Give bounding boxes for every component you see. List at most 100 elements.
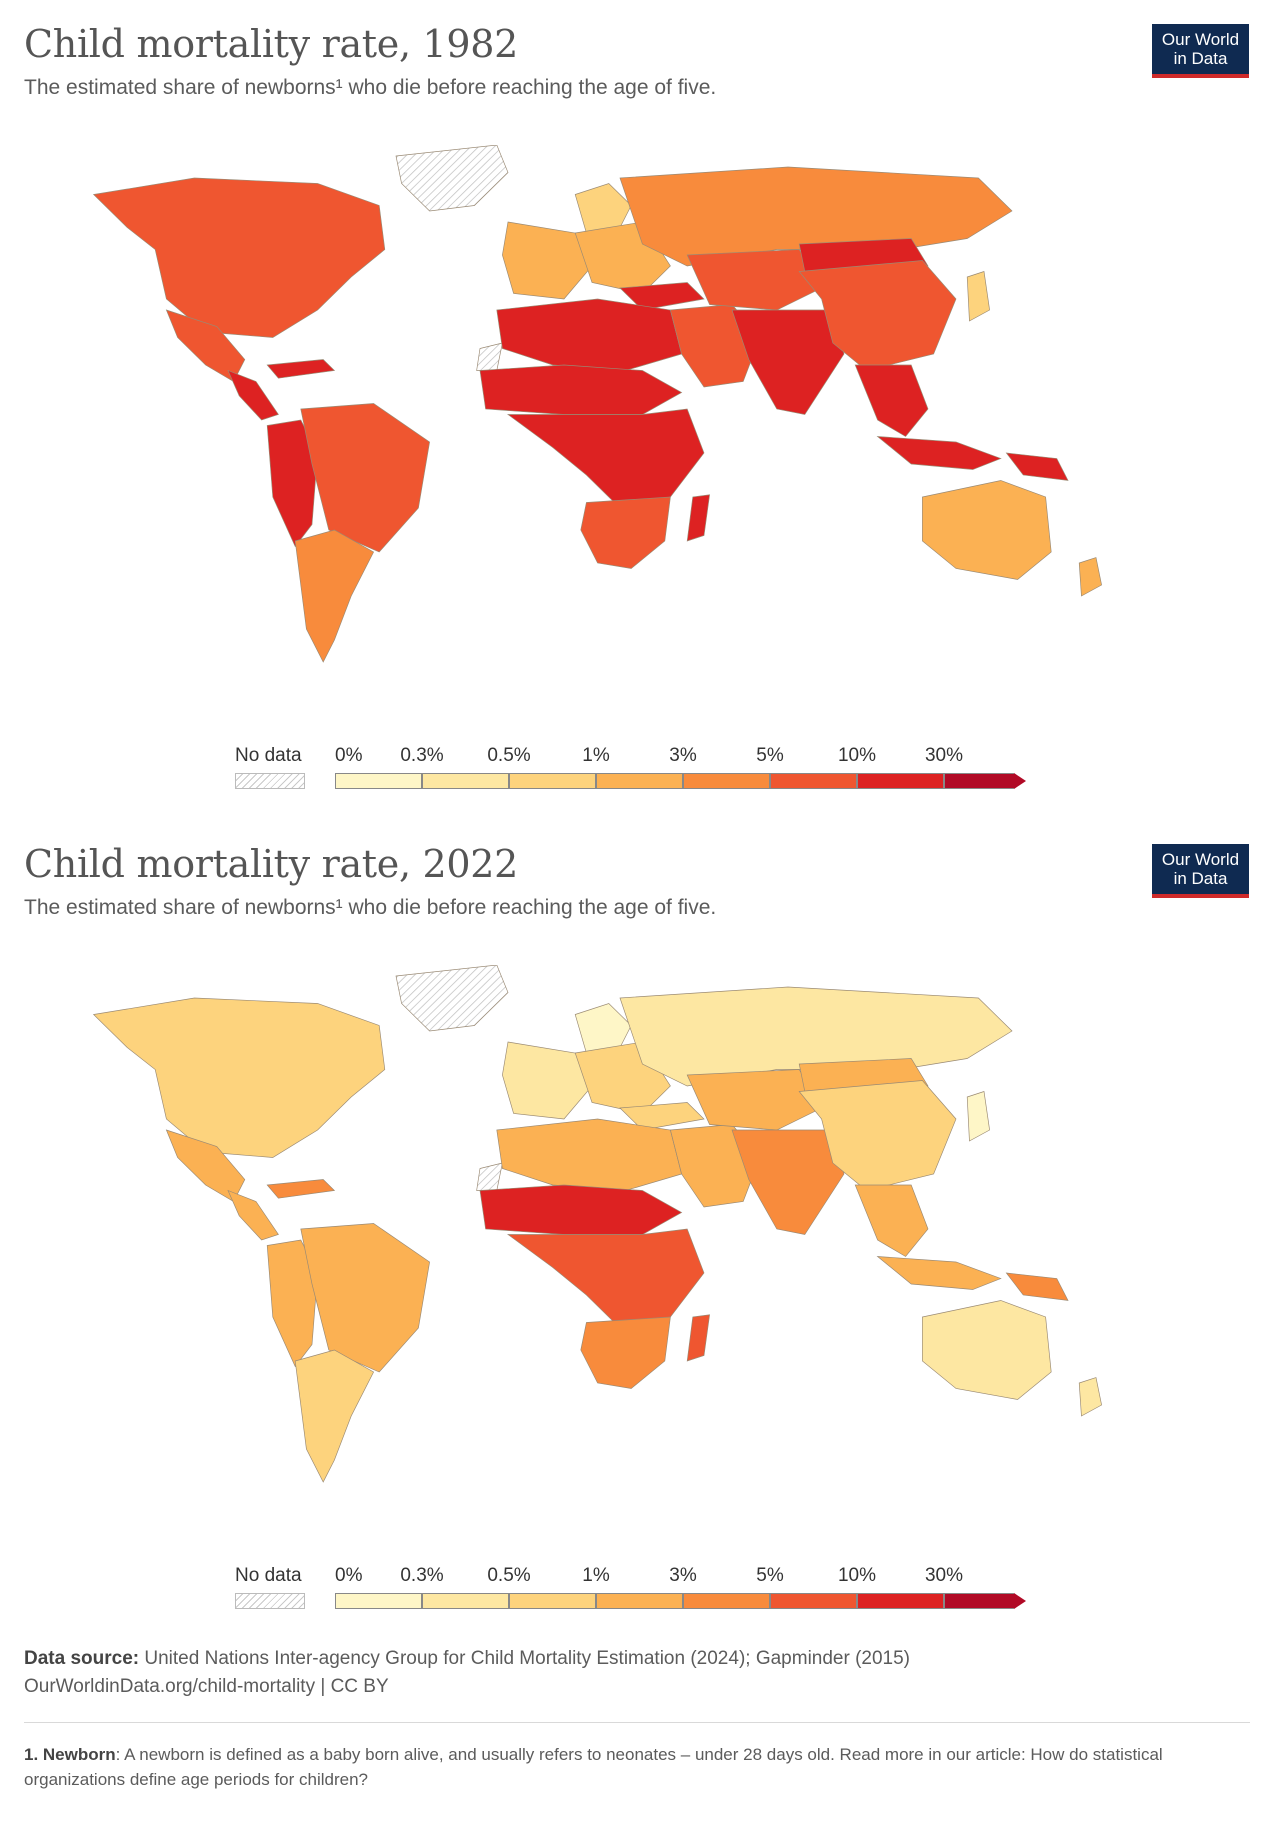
region-central-america[interactable] [227,1189,279,1241]
region-southern-africa[interactable] [580,1316,671,1389]
owid-logo[interactable]: Our World in Data [1152,24,1249,78]
region-indonesia[interactable] [876,436,1002,470]
region-southeast-asia[interactable] [854,1184,929,1257]
no-data-swatch[interactable] [235,773,305,789]
region-southern-cone[interactable] [294,1349,375,1483]
legend-tick-label: 10% [837,1565,877,1586]
footnote: 1. Newborn: A newborn is defined as a ba… [24,1742,1234,1792]
chart-subtitle: The estimated share of newborns¹ who die… [24,76,717,99]
region-southern-africa[interactable] [580,496,671,569]
legend-tick-label: 5% [756,1565,784,1586]
region-scandinavia[interactable] [574,1003,632,1059]
region-caribbean[interactable] [266,1179,336,1199]
region-sub-saharan[interactable] [506,1228,705,1329]
region-brazil[interactable] [300,403,430,553]
legend-bin-3-5[interactable] [683,1593,770,1609]
region-central-asia[interactable] [686,1069,823,1131]
legend-bin-1-3[interactable] [596,773,683,789]
legend-bin-3-5[interactable] [683,773,770,789]
legend-bin-5-10[interactable] [770,773,857,789]
footer: Data source: United Nations Inter-agency… [24,1645,1254,1701]
footnote-text: : A newborn is defined as a baby born al… [24,1745,1163,1789]
region-turkey[interactable] [619,282,705,311]
region-japan[interactable] [966,1091,990,1142]
legend-bin-0-0.3[interactable] [335,1593,422,1609]
region-west-sahara[interactable] [476,1162,503,1191]
legend-tick-label: 0% [335,745,363,766]
legend-bin-0.3-0.5[interactable] [422,773,509,789]
legend-tick-label: 0% [335,1565,363,1586]
region-madagascar[interactable] [686,1314,710,1362]
legend-tick-label: 0.3% [400,745,444,766]
region-new-zealand[interactable] [1078,557,1102,597]
region-andes[interactable] [266,419,318,548]
region-andes[interactable] [266,1239,318,1368]
owid-logo[interactable]: Our World in Data [1152,844,1249,898]
region-central-asia[interactable] [686,249,823,311]
region-southern-cone[interactable] [294,529,375,663]
source-url[interactable]: OurWorldinData.org/child-mortality | CC … [24,1676,389,1697]
region-north-america[interactable] [92,997,386,1158]
region-sahel[interactable] [479,1184,683,1235]
legend-tick-label: 5% [756,745,784,766]
region-papua[interactable] [1005,1272,1069,1301]
region-papua[interactable] [1005,452,1069,481]
data-source: Data source: United Nations Inter-agency… [24,1645,1254,1673]
legend-bin-0.5-1[interactable] [509,773,596,789]
region-australia[interactable] [922,1300,1052,1400]
region-russia[interactable] [619,166,1013,267]
legend-arrow-icon [1014,773,1026,789]
legend-tick-label: 10% [837,745,877,766]
region-china[interactable] [798,260,957,371]
region-brazil[interactable] [300,1223,430,1373]
region-north-africa[interactable] [496,1118,683,1191]
legend-bin-10-30[interactable] [857,1593,944,1609]
region-indonesia[interactable] [876,1256,1002,1290]
chart-panel-1982: Child mortality rate, 1982 The estimated… [0,0,1280,820]
region-scandinavia[interactable] [574,183,632,239]
color-legend: No data 0% 0.3% 0.5% 1% 3% 5% 10% 30% [230,745,1060,805]
legend-tick-label: 30% [924,1565,964,1586]
chart-subtitle: The estimated share of newborns¹ who die… [24,896,717,919]
no-data-swatch[interactable] [235,1593,305,1609]
legend-tick-label: 0.5% [487,745,531,766]
color-legend: No data 0% 0.3% 0.5% 1% 3% 5% 10% 30% [230,1565,1060,1625]
chart-panel-2022: Child mortality rate, 2022 The estimated… [0,820,1280,1640]
footer-divider [24,1722,1250,1723]
region-new-zealand[interactable] [1078,1377,1102,1417]
region-southeast-asia[interactable] [854,364,929,437]
legend-bin-0.3-0.5[interactable] [422,1593,509,1609]
region-north-africa[interactable] [496,298,683,371]
logo-line-1: Our World [1161,850,1240,869]
region-caribbean[interactable] [266,359,336,379]
legend-bin-30+[interactable] [944,773,1014,789]
legend-bin-5-10[interactable] [770,1593,857,1609]
region-west-sahara[interactable] [476,342,503,371]
legend-tick-label: 30% [924,745,964,766]
region-japan[interactable] [966,271,990,322]
no-data-label: No data [235,1565,302,1586]
region-north-america[interactable] [92,177,386,338]
region-australia[interactable] [922,480,1052,580]
legend-bin-10-30[interactable] [857,773,944,789]
world-map [92,145,1102,663]
region-china[interactable] [798,1080,957,1191]
logo-line-1: Our World [1161,30,1240,49]
region-turkey[interactable] [619,1102,705,1131]
region-greenland[interactable] [395,145,509,212]
legend-bin-1-3[interactable] [596,1593,683,1609]
footnote-label: 1. Newborn [24,1745,116,1764]
region-madagascar[interactable] [686,494,710,542]
legend-bin-0.5-1[interactable] [509,1593,596,1609]
region-russia[interactable] [619,986,1013,1087]
region-greenland[interactable] [395,965,509,1032]
legend-arrow-icon [1014,1593,1026,1609]
region-central-america[interactable] [227,369,279,421]
legend-tick-label: 3% [669,745,697,766]
world-map [92,965,1102,1483]
legend-bin-0-0.3[interactable] [335,773,422,789]
region-sahel[interactable] [479,364,683,415]
legend-tick-label: 0.5% [487,1565,531,1586]
region-sub-saharan[interactable] [506,408,705,509]
legend-bin-30+[interactable] [944,1593,1014,1609]
